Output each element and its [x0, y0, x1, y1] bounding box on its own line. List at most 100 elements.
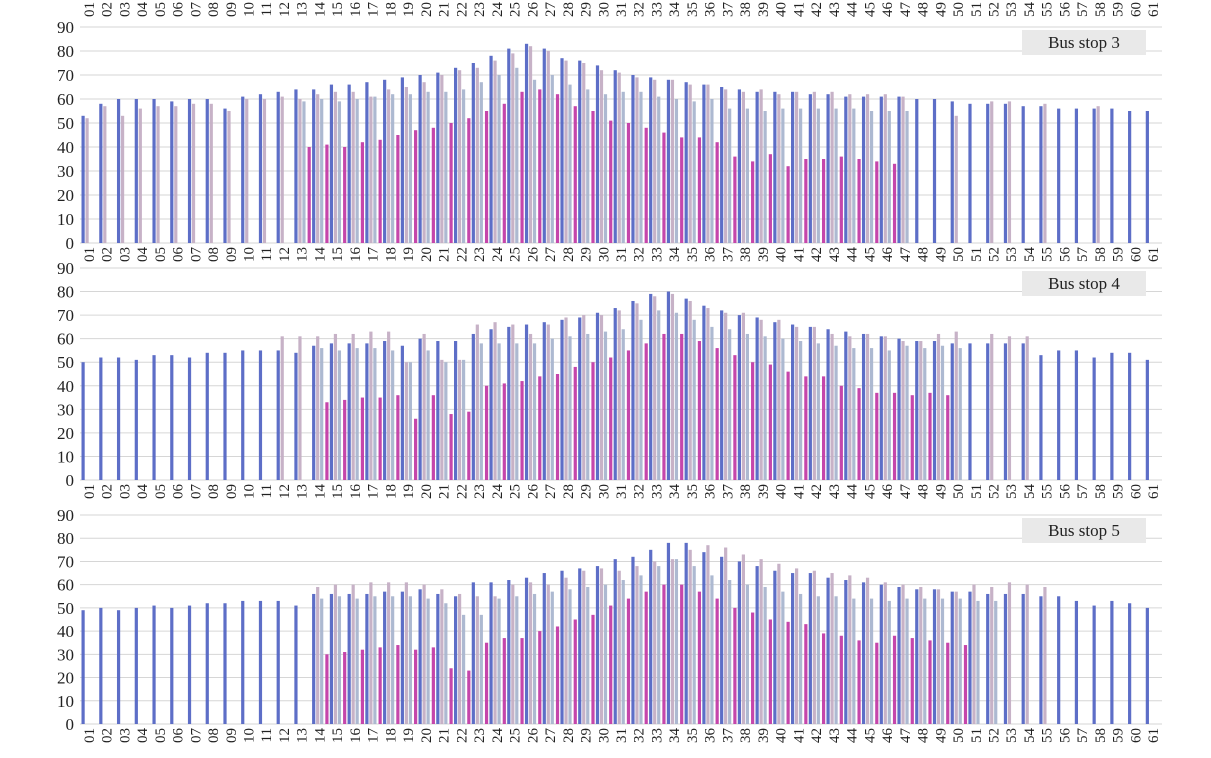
x-tick-label: 08 [206, 484, 222, 499]
bar [1039, 355, 1043, 480]
bar [484, 642, 489, 724]
bar [294, 89, 298, 244]
bar [791, 91, 795, 243]
x-tick-label-top: 51 [969, 2, 985, 17]
x-tick-label: 02 [100, 728, 116, 743]
x-tick-label: 02 [100, 484, 116, 499]
bar [905, 598, 909, 724]
bar [1128, 603, 1132, 724]
x-tick-label: 05 [153, 247, 169, 262]
bar [329, 593, 334, 724]
bar [546, 584, 550, 724]
legend-label: Bus stop 3 [1048, 33, 1120, 52]
bar [414, 130, 418, 243]
x-tick-label: 33 [649, 728, 665, 743]
bar [520, 638, 524, 724]
bar [383, 341, 387, 480]
x-tick-label: 42 [809, 247, 825, 262]
bar [644, 591, 648, 724]
bar [365, 593, 369, 724]
bar [733, 607, 737, 724]
x-tick-label: 38 [738, 247, 754, 262]
bar [507, 580, 511, 724]
bar [383, 591, 387, 724]
bar [1043, 103, 1047, 243]
bar [546, 324, 550, 480]
bar [400, 345, 404, 480]
bar [639, 91, 643, 243]
x-tick-label: 50 [951, 484, 967, 499]
bar [702, 305, 706, 480]
bar [191, 103, 196, 243]
bar [475, 596, 479, 724]
bar [1110, 600, 1114, 724]
bar [940, 598, 945, 724]
bar [582, 570, 586, 724]
bar [120, 115, 125, 243]
bar [635, 303, 639, 480]
bar [262, 99, 267, 243]
bar [728, 580, 732, 724]
bar [670, 293, 675, 480]
bar [1021, 593, 1025, 724]
bar [493, 322, 497, 480]
bar [670, 79, 675, 243]
bar [404, 87, 408, 243]
bar [422, 584, 426, 724]
bar [617, 570, 621, 724]
bar [298, 336, 302, 480]
bar [538, 89, 542, 244]
bar [489, 55, 493, 243]
x-tick-label: 37 [720, 247, 736, 263]
bar [901, 96, 905, 243]
x-tick-label: 57 [1075, 484, 1091, 500]
bar [333, 333, 338, 480]
bar [391, 596, 395, 724]
bar [897, 586, 901, 724]
bar [440, 75, 444, 243]
x-tick-label: 10 [242, 247, 258, 262]
bar [791, 324, 795, 480]
bar [99, 103, 103, 243]
bar [692, 319, 696, 480]
bar [751, 161, 755, 243]
y-tick-label: 70 [57, 66, 74, 85]
bar [369, 582, 373, 724]
bar [471, 582, 475, 724]
bar [861, 96, 866, 243]
bar [923, 348, 927, 480]
bar [706, 308, 710, 480]
bar [461, 359, 466, 480]
bar [875, 161, 879, 243]
bar [1074, 600, 1079, 724]
bar [205, 352, 209, 480]
bar [657, 566, 661, 724]
x-tick-label: 09 [224, 247, 240, 262]
bar [467, 411, 471, 480]
bar [360, 397, 365, 480]
bar [875, 642, 879, 724]
bar [599, 568, 604, 724]
bar [440, 589, 444, 724]
x-tick-label: 58 [1093, 247, 1109, 262]
bar [755, 317, 759, 480]
bar [697, 341, 702, 480]
bar [781, 591, 785, 724]
bar [968, 103, 972, 243]
x-tick-label-top: 17 [366, 2, 382, 18]
bar [609, 357, 613, 480]
bar [631, 300, 635, 480]
bar [795, 326, 799, 480]
bar [830, 91, 834, 243]
bar [1003, 343, 1008, 480]
bar [830, 333, 834, 480]
bar [879, 96, 883, 243]
bar [457, 593, 462, 724]
x-tick-label: 12 [277, 484, 293, 499]
bar [373, 596, 377, 724]
legend-box [1022, 518, 1146, 543]
bar [426, 350, 430, 480]
bar [1007, 336, 1012, 480]
bar [653, 79, 657, 243]
bar [1007, 101, 1012, 244]
